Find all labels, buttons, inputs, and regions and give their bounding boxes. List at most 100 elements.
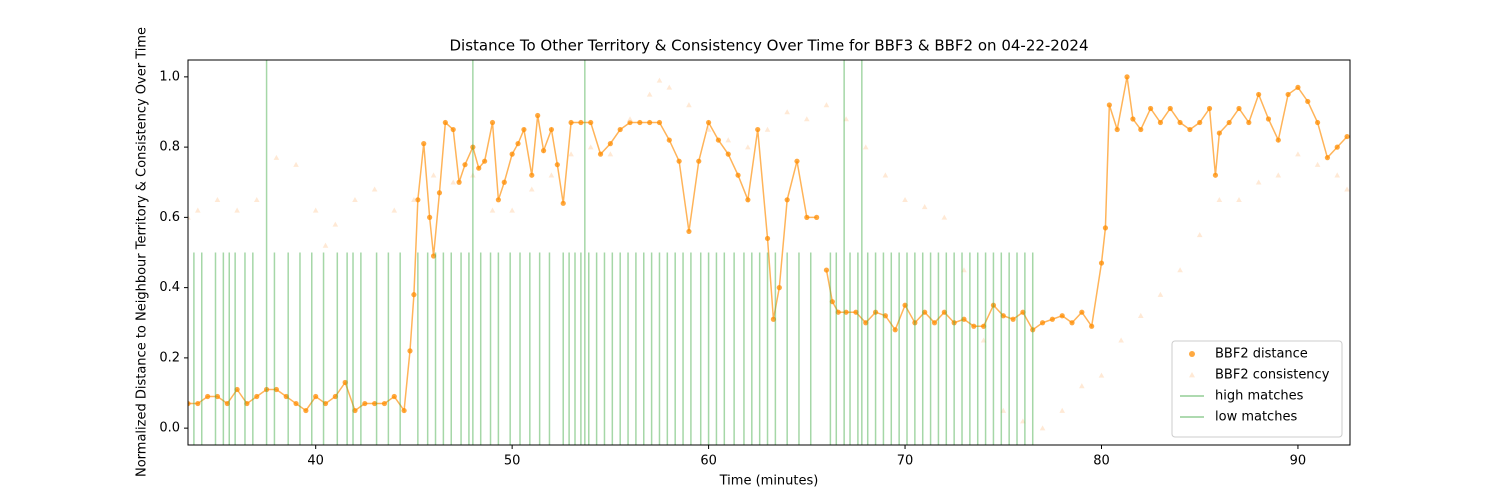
point xyxy=(312,207,319,213)
point xyxy=(1069,320,1075,326)
point xyxy=(1216,130,1222,136)
point xyxy=(1334,172,1341,178)
point xyxy=(1206,105,1213,112)
point xyxy=(1285,91,1291,98)
y-tick-label: 0.8 xyxy=(159,140,180,155)
point xyxy=(764,235,771,242)
point xyxy=(784,197,790,203)
point xyxy=(804,116,810,122)
point xyxy=(205,393,211,400)
point xyxy=(381,400,388,407)
point xyxy=(515,141,521,147)
point xyxy=(1167,105,1173,112)
point xyxy=(548,126,555,133)
point xyxy=(1314,161,1321,167)
point xyxy=(921,204,928,210)
point xyxy=(755,126,761,133)
point xyxy=(745,197,751,203)
point xyxy=(784,109,790,115)
point xyxy=(521,126,527,133)
point xyxy=(214,197,221,203)
point xyxy=(456,179,462,185)
point xyxy=(1187,126,1193,133)
point xyxy=(578,119,584,126)
point xyxy=(1102,225,1109,231)
point xyxy=(1137,312,1144,318)
legend-label: BBF2 distance xyxy=(1215,347,1308,362)
point xyxy=(1049,316,1055,322)
point xyxy=(656,77,663,83)
point xyxy=(322,242,329,248)
point xyxy=(430,172,437,178)
point xyxy=(627,116,633,122)
point xyxy=(862,144,869,150)
point xyxy=(1344,133,1350,140)
point xyxy=(1148,105,1154,112)
point xyxy=(971,323,977,329)
point xyxy=(776,285,782,291)
point xyxy=(1295,151,1301,157)
point xyxy=(421,141,427,147)
point xyxy=(1157,291,1164,297)
point xyxy=(450,179,457,185)
point xyxy=(234,207,240,213)
point xyxy=(332,221,339,227)
point xyxy=(637,119,643,126)
point xyxy=(666,137,672,143)
point xyxy=(1098,260,1105,266)
point xyxy=(588,119,594,126)
point xyxy=(391,393,397,400)
point xyxy=(1236,197,1242,203)
point xyxy=(1177,267,1183,273)
point xyxy=(941,214,948,220)
point xyxy=(1197,119,1203,126)
y-tick-label: 0.6 xyxy=(159,210,180,225)
point xyxy=(415,197,421,203)
point xyxy=(535,112,541,119)
point xyxy=(188,214,191,220)
legend-marker xyxy=(1189,372,1195,378)
point xyxy=(391,207,398,213)
point xyxy=(617,126,623,133)
point xyxy=(427,214,433,220)
point xyxy=(656,119,663,126)
point xyxy=(1255,179,1262,185)
point xyxy=(647,119,653,126)
point xyxy=(1226,119,1232,126)
point xyxy=(1130,116,1136,122)
point xyxy=(1079,309,1085,315)
point xyxy=(293,161,299,167)
point xyxy=(1314,119,1321,126)
point xyxy=(1059,407,1066,413)
legend-box xyxy=(1171,340,1343,438)
y-tick-label: 1.0 xyxy=(159,69,180,84)
point xyxy=(450,126,456,133)
point xyxy=(401,407,407,414)
point xyxy=(1216,197,1223,203)
point xyxy=(254,393,260,400)
point xyxy=(529,172,535,178)
y-tick-label: 0.4 xyxy=(159,280,180,295)
point xyxy=(195,207,201,213)
point xyxy=(528,186,535,192)
point xyxy=(794,158,800,164)
point xyxy=(1246,119,1252,126)
point xyxy=(352,197,358,203)
point xyxy=(568,119,574,126)
point xyxy=(823,267,830,273)
point xyxy=(1265,116,1272,122)
point xyxy=(371,186,378,192)
y-tick-label: 0.0 xyxy=(159,421,180,436)
point xyxy=(902,197,908,203)
point xyxy=(705,126,712,132)
point xyxy=(482,158,488,164)
point xyxy=(1138,126,1144,133)
point xyxy=(931,320,938,326)
point xyxy=(1079,383,1085,389)
point xyxy=(1039,425,1046,431)
point xyxy=(1124,74,1130,80)
point xyxy=(1114,126,1120,133)
point xyxy=(725,151,731,157)
point xyxy=(1324,155,1331,161)
